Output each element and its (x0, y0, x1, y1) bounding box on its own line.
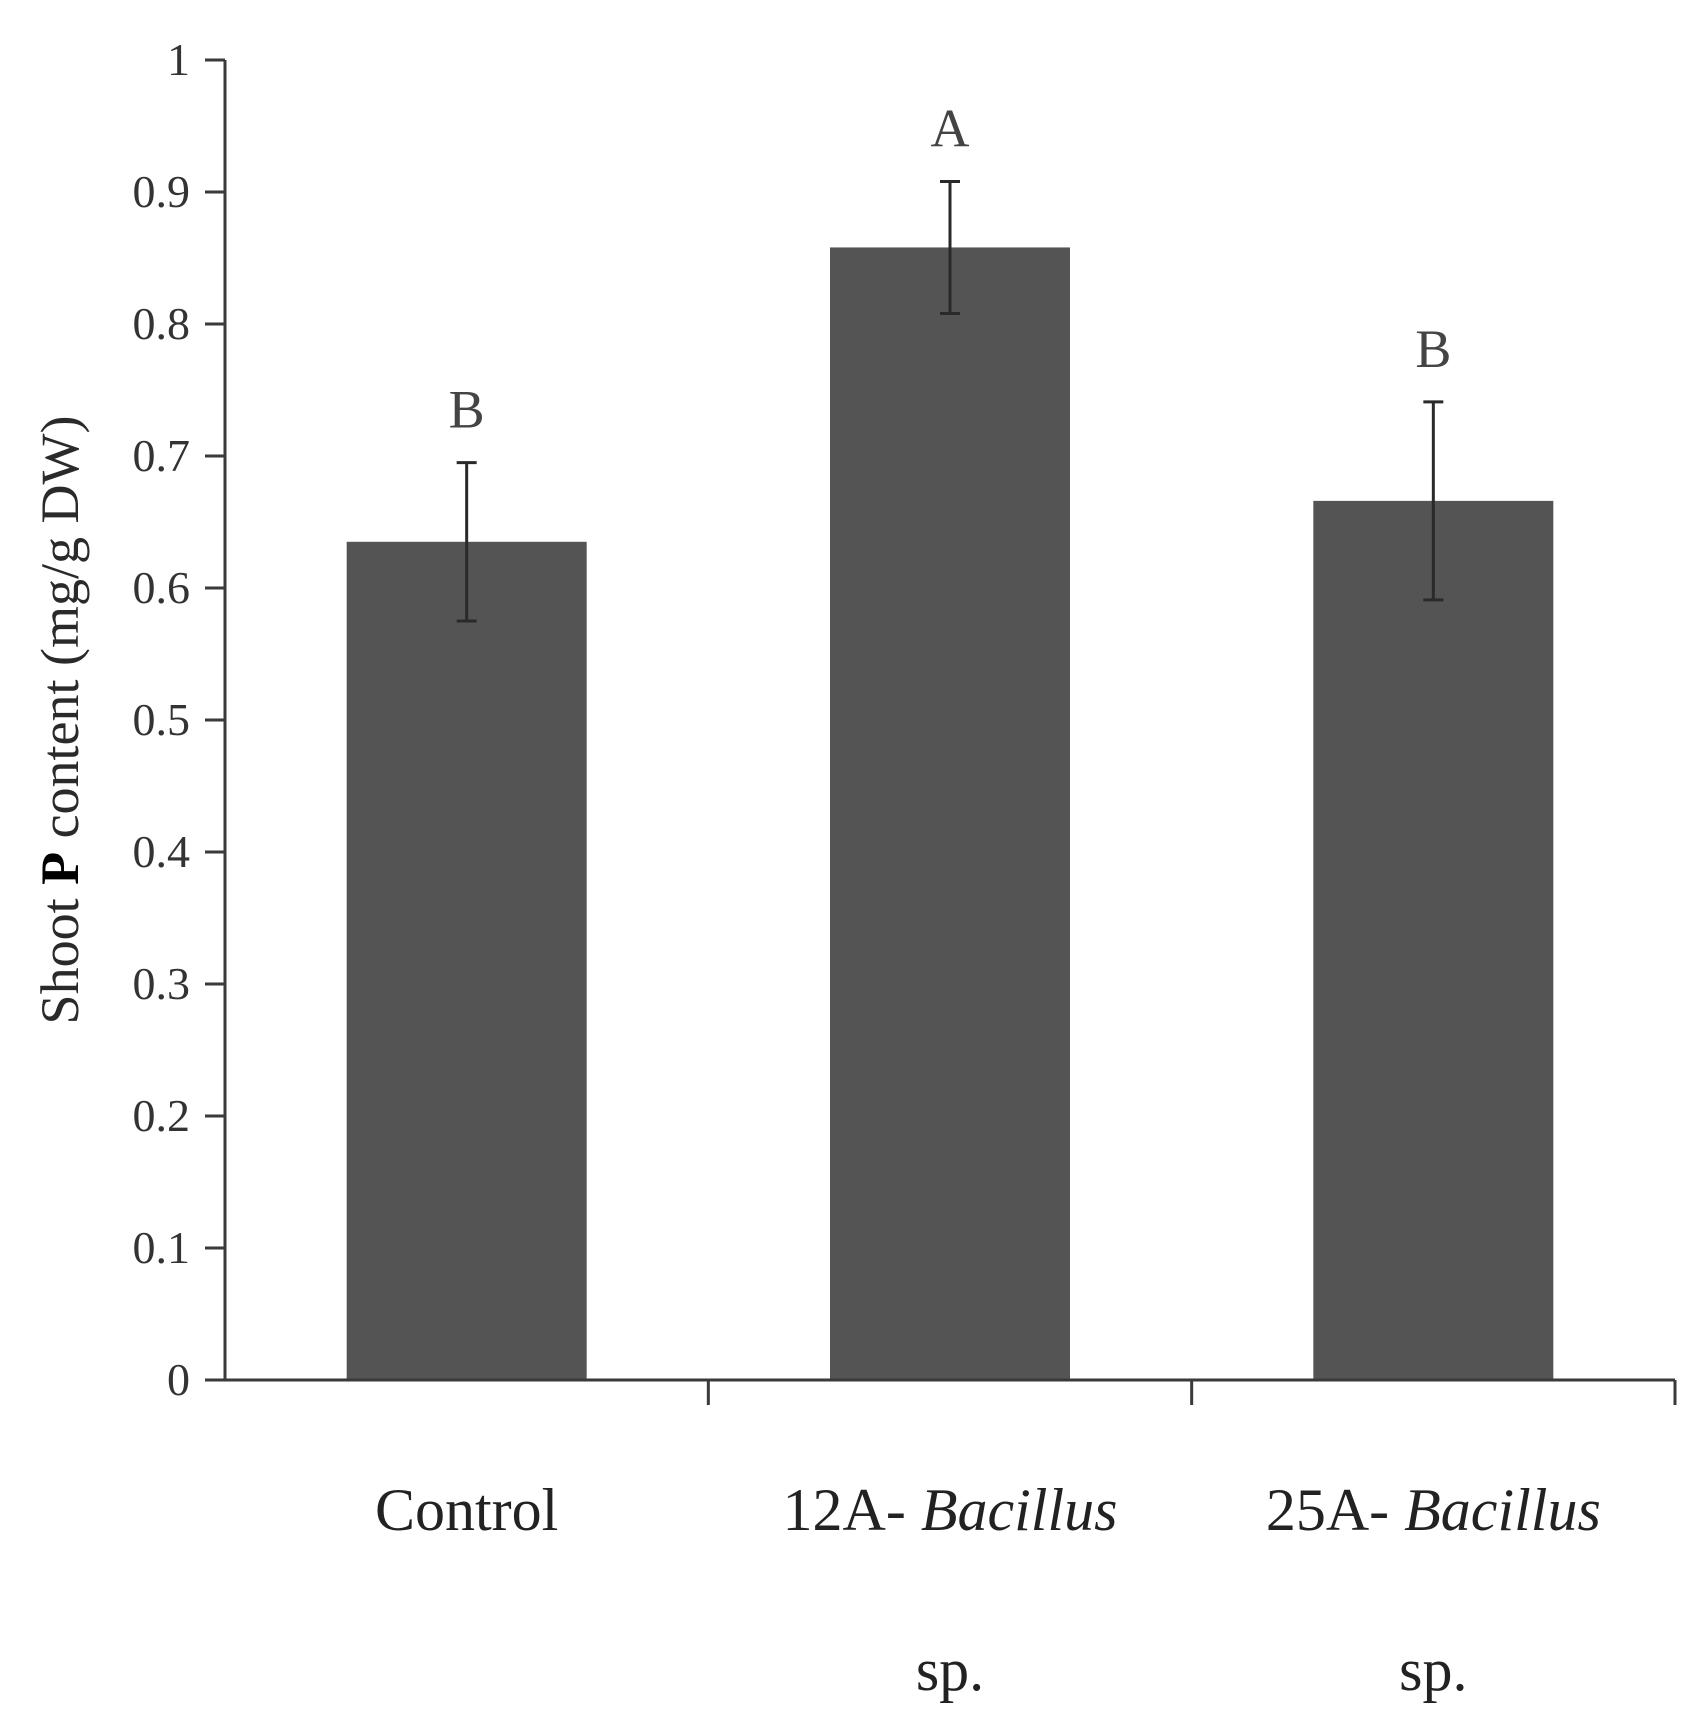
y-tick-label: 0.6 (133, 562, 191, 613)
bar (830, 247, 1070, 1381)
significance-labels-group: B A B (449, 98, 1452, 439)
significance-label: A (931, 98, 970, 158)
y-tick-label: 0.5 (133, 694, 191, 745)
y-tick-label: 0.3 (133, 958, 191, 1009)
y-ticks-group: 0 0.1 0.2 0.3 0.4 0.5 0.6 0.7 0.8 0.9 1 (133, 34, 225, 1405)
significance-label: B (1415, 319, 1451, 379)
y-tick-label: 0 (167, 1354, 190, 1405)
y-tick-label: 0.9 (133, 166, 191, 217)
x-labels-group: Control 12A- Bacillus sp. 25A- Bacillus sp. (375, 1477, 1601, 1703)
bar (346, 541, 587, 1380)
error-bars-group (456, 179, 1444, 623)
y-tick-label: 1 (167, 34, 190, 85)
y-axis-label: Shoot P content (mg/g DW) (30, 416, 90, 1025)
bars-group (346, 247, 1554, 1381)
significance-label: B (449, 380, 485, 440)
x-tick-label: sp. (916, 1637, 984, 1703)
y-tick-label: 0.7 (133, 430, 191, 481)
y-tick-label: 0.8 (133, 298, 191, 349)
x-tick-label: sp. (1399, 1637, 1467, 1703)
x-tick-label: 25A- Bacillus (1266, 1477, 1601, 1543)
bar (1313, 500, 1554, 1380)
x-tick-label: Control (375, 1477, 558, 1543)
x-tick-label: 12A- Bacillus (783, 1477, 1118, 1543)
y-tick-label: 0.4 (133, 826, 191, 877)
y-tick-label: 0.2 (133, 1090, 191, 1141)
y-tick-label: 0.1 (133, 1222, 191, 1273)
